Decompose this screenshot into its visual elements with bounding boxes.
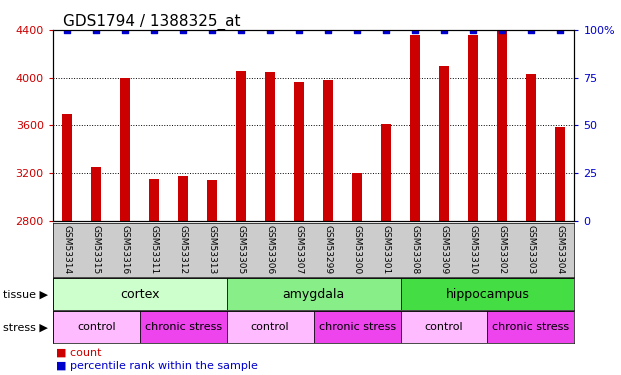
Bar: [149, 179, 159, 221]
Bar: [265, 72, 275, 221]
Point: [178, 27, 188, 33]
Point: [381, 27, 391, 33]
Bar: [410, 35, 420, 221]
Text: GSM53316: GSM53316: [120, 225, 130, 275]
Text: chronic stress: chronic stress: [145, 322, 222, 332]
Point: [468, 27, 478, 33]
Text: chronic stress: chronic stress: [492, 322, 569, 332]
Text: GSM53310: GSM53310: [468, 225, 478, 275]
Text: GSM53308: GSM53308: [410, 225, 420, 275]
Text: GSM53303: GSM53303: [527, 225, 535, 275]
Bar: [555, 127, 565, 221]
Text: cortex: cortex: [120, 288, 160, 301]
Bar: [323, 80, 333, 221]
Point: [439, 27, 449, 33]
Point: [526, 27, 536, 33]
Text: GSM53306: GSM53306: [266, 225, 274, 275]
Bar: [401, 278, 574, 310]
Bar: [140, 311, 227, 343]
Bar: [236, 70, 247, 221]
Bar: [468, 35, 478, 221]
Bar: [314, 311, 401, 343]
Bar: [227, 311, 314, 343]
Bar: [53, 278, 227, 310]
Text: GSM53307: GSM53307: [294, 225, 304, 275]
Text: amygdala: amygdala: [283, 288, 345, 301]
Bar: [91, 167, 101, 221]
Text: tissue ▶: tissue ▶: [3, 289, 48, 299]
Bar: [381, 124, 391, 221]
Text: GSM53299: GSM53299: [324, 225, 333, 274]
Point: [323, 27, 333, 33]
Bar: [526, 74, 536, 221]
Point: [91, 27, 101, 33]
Bar: [352, 173, 362, 221]
Text: GSM53312: GSM53312: [179, 225, 188, 274]
Text: GSM53302: GSM53302: [497, 225, 507, 274]
Point: [352, 27, 362, 33]
Point: [236, 27, 246, 33]
Point: [149, 27, 159, 33]
Bar: [178, 176, 188, 221]
Point: [120, 27, 130, 33]
Text: GSM53305: GSM53305: [237, 225, 246, 275]
Text: GDS1794 / 1388325_at: GDS1794 / 1388325_at: [63, 14, 241, 30]
Text: GSM53311: GSM53311: [150, 225, 159, 275]
Bar: [120, 78, 130, 221]
Point: [294, 27, 304, 33]
Point: [555, 27, 565, 33]
Bar: [207, 180, 217, 221]
Text: control: control: [425, 322, 463, 332]
Text: GSM53309: GSM53309: [440, 225, 448, 275]
Bar: [53, 311, 140, 343]
Bar: [439, 66, 449, 221]
Text: hippocampus: hippocampus: [445, 288, 530, 301]
Text: ■ percentile rank within the sample: ■ percentile rank within the sample: [56, 361, 258, 371]
Bar: [294, 82, 304, 221]
Text: GSM53301: GSM53301: [381, 225, 391, 275]
Bar: [497, 31, 507, 221]
Text: control: control: [77, 322, 116, 332]
Point: [62, 27, 72, 33]
Point: [410, 27, 420, 33]
Text: GSM53314: GSM53314: [63, 225, 72, 274]
Text: control: control: [251, 322, 289, 332]
Text: GSM53313: GSM53313: [207, 225, 217, 275]
Point: [207, 27, 217, 33]
Text: GSM53304: GSM53304: [555, 225, 564, 274]
Text: GSM53315: GSM53315: [92, 225, 101, 275]
Text: chronic stress: chronic stress: [319, 322, 396, 332]
Point: [265, 27, 275, 33]
Bar: [62, 114, 72, 221]
Bar: [401, 311, 487, 343]
Text: ■ count: ■ count: [56, 348, 101, 358]
Text: stress ▶: stress ▶: [3, 322, 48, 332]
Bar: [227, 278, 401, 310]
Bar: [487, 311, 574, 343]
Text: GSM53300: GSM53300: [353, 225, 361, 275]
Point: [497, 27, 507, 33]
